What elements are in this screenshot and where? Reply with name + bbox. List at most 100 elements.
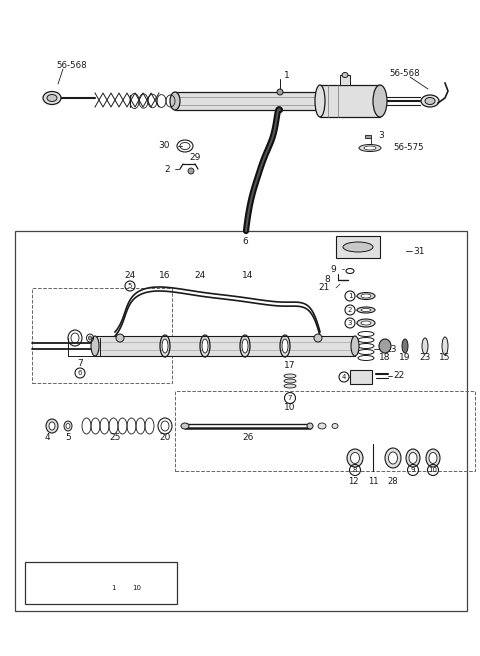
Text: 15: 15 [439, 354, 451, 363]
Text: 4: 4 [44, 434, 50, 443]
Ellipse shape [361, 294, 371, 298]
Bar [320, 85, 380, 117]
Bar [175, 391, 475, 471]
Text: 56-575: 56-575 [393, 144, 424, 152]
Ellipse shape [347, 449, 363, 467]
Text: 8: 8 [324, 276, 330, 285]
Ellipse shape [66, 424, 70, 428]
Text: 11: 11 [368, 476, 378, 485]
Text: 16: 16 [159, 270, 171, 279]
Text: 6: 6 [242, 237, 248, 245]
Ellipse shape [332, 424, 338, 428]
Text: THE NO. 27 :: THE NO. 27 : [31, 583, 91, 592]
Ellipse shape [426, 449, 440, 467]
Text: 31: 31 [413, 247, 424, 255]
Text: 5: 5 [65, 434, 71, 443]
Text: 12: 12 [348, 476, 358, 485]
Text: 5: 5 [128, 283, 132, 289]
Ellipse shape [429, 453, 437, 464]
Text: 9: 9 [411, 467, 415, 473]
Ellipse shape [364, 146, 376, 150]
Text: 3: 3 [378, 131, 384, 140]
Circle shape [314, 334, 322, 342]
Text: 14: 14 [242, 270, 254, 279]
Text: 56-568: 56-568 [390, 70, 420, 79]
Ellipse shape [202, 339, 208, 353]
Ellipse shape [351, 336, 359, 356]
Ellipse shape [357, 319, 375, 327]
Text: 4: 4 [342, 374, 346, 380]
Bar [336, 236, 380, 258]
Bar [95, 336, 355, 356]
Text: 1: 1 [111, 585, 115, 591]
Text: 10: 10 [429, 467, 437, 473]
Bar [175, 92, 320, 110]
Bar [340, 75, 350, 85]
Ellipse shape [350, 453, 360, 464]
Bar [32, 288, 172, 383]
Text: 28: 28 [388, 476, 398, 485]
Text: 2: 2 [348, 307, 352, 313]
Text: 20: 20 [159, 434, 171, 443]
Text: 19: 19 [399, 354, 411, 363]
Circle shape [116, 334, 124, 342]
Ellipse shape [91, 336, 99, 356]
Ellipse shape [284, 384, 296, 388]
Ellipse shape [361, 321, 371, 325]
Ellipse shape [307, 423, 313, 429]
Text: 26: 26 [242, 434, 254, 443]
Text: ~: ~ [120, 583, 128, 593]
Ellipse shape [409, 453, 417, 464]
Circle shape [188, 168, 194, 174]
Text: 10: 10 [132, 585, 142, 591]
Text: 21: 21 [319, 283, 330, 293]
Text: 1: 1 [284, 72, 290, 81]
Ellipse shape [388, 452, 397, 464]
Ellipse shape [43, 91, 61, 104]
Ellipse shape [343, 242, 373, 252]
Text: 29: 29 [189, 154, 201, 163]
Text: 18: 18 [379, 354, 391, 363]
Ellipse shape [357, 307, 375, 313]
Text: 3: 3 [348, 320, 352, 326]
Text: 8: 8 [353, 467, 357, 473]
Text: 17: 17 [284, 361, 296, 371]
Ellipse shape [181, 423, 189, 429]
Circle shape [277, 89, 283, 95]
Text: 23: 23 [420, 354, 431, 363]
Text: 25: 25 [109, 434, 120, 443]
Text: NOTE: NOTE [31, 565, 56, 573]
Text: 10: 10 [284, 403, 296, 413]
Text: 9: 9 [330, 264, 336, 274]
Text: 6: 6 [78, 370, 82, 376]
Ellipse shape [442, 337, 448, 355]
Text: 7: 7 [288, 395, 292, 401]
Ellipse shape [47, 94, 57, 102]
Ellipse shape [284, 379, 296, 383]
Ellipse shape [161, 421, 169, 431]
Text: 7: 7 [77, 359, 83, 369]
Ellipse shape [318, 423, 326, 429]
Ellipse shape [49, 422, 55, 430]
Ellipse shape [88, 336, 92, 340]
Bar [15, 231, 467, 611]
Text: 1: 1 [348, 293, 352, 299]
Text: 30: 30 [158, 142, 170, 150]
Ellipse shape [357, 293, 375, 300]
Text: 24: 24 [124, 270, 136, 279]
Ellipse shape [359, 144, 381, 152]
Bar [25, 562, 73, 576]
Text: 13: 13 [386, 344, 397, 354]
Ellipse shape [406, 449, 420, 467]
Text: 22: 22 [393, 371, 404, 380]
Ellipse shape [46, 419, 58, 433]
Ellipse shape [402, 339, 408, 353]
Ellipse shape [379, 339, 391, 353]
Ellipse shape [421, 95, 439, 107]
Ellipse shape [425, 98, 435, 104]
Ellipse shape [242, 339, 248, 353]
Ellipse shape [373, 85, 387, 117]
Text: 2: 2 [164, 165, 170, 173]
Bar [25, 562, 177, 604]
Ellipse shape [284, 374, 296, 378]
